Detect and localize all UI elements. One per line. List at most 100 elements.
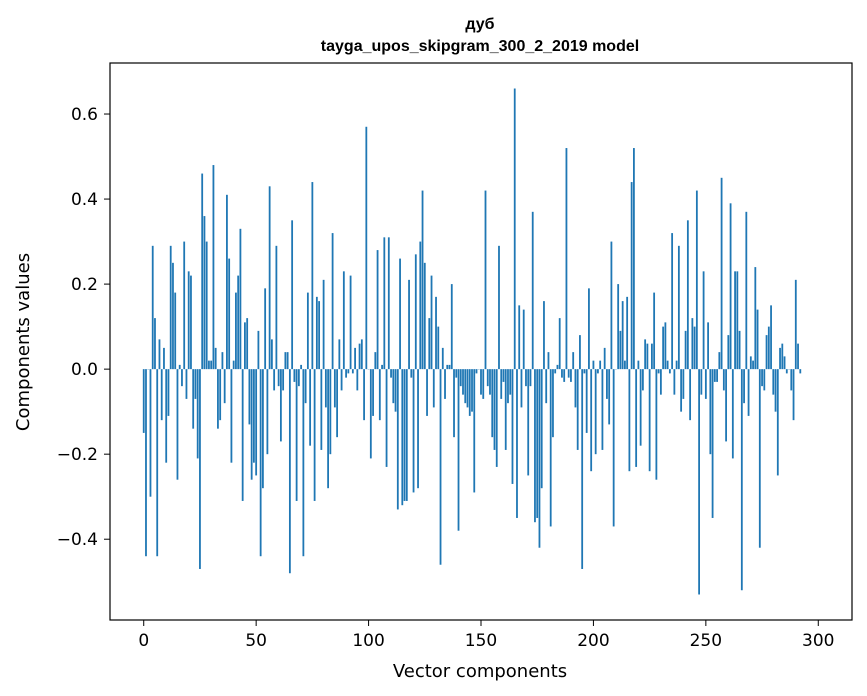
bar [163,347,165,370]
bar [356,369,359,391]
bar [563,369,566,382]
bar [716,369,718,382]
plot-frame [109,62,853,621]
bar [725,369,727,442]
bar [511,369,514,484]
bar [217,369,219,429]
bar [558,318,561,370]
bar [264,288,267,370]
bar [226,194,228,370]
x-tick-label: 300 [802,631,834,651]
bar [702,271,705,370]
bar [612,369,615,527]
bar [495,369,498,467]
bar [345,369,347,378]
bar [606,369,608,399]
bar [599,360,602,370]
bar [468,369,471,416]
bar [232,360,235,370]
bar [279,369,282,442]
y-tick-label: 0.4 [71,190,98,210]
bar [423,262,426,370]
bar [536,369,539,518]
bar [158,339,161,370]
bar [534,369,536,523]
bar [491,369,494,438]
bar [668,369,671,374]
x-tick-label: 200 [577,631,609,651]
bar [336,369,338,438]
bar [585,369,588,433]
bar [221,352,224,370]
bar [549,369,552,527]
bar [309,369,312,446]
bar [700,369,703,395]
bar [579,335,581,370]
bar [740,369,743,591]
bar [286,352,289,370]
x-axis-label: Vector components [393,661,567,682]
bar [783,356,786,370]
bar [333,369,336,408]
bar [338,339,341,370]
bar [799,369,802,374]
bar [641,369,644,391]
bar [486,369,489,387]
bar [257,330,260,370]
bar [743,369,745,404]
bar [457,369,460,531]
bar [414,254,417,370]
bar [774,369,777,412]
bar [738,330,741,370]
bar [754,267,757,370]
bar [633,148,635,370]
bar [347,369,350,374]
bar [201,173,204,370]
bar [212,165,215,370]
bar [187,271,190,370]
bar [446,364,449,370]
bar [219,369,222,421]
bar [405,369,408,501]
bar [513,88,516,370]
bar [284,352,287,370]
bar [540,369,543,489]
bar [554,369,557,374]
bar [767,326,770,370]
bar [358,343,361,370]
bar [151,245,154,370]
bar [617,284,620,370]
y-tick-label: 0.6 [71,105,98,125]
bar [360,339,363,370]
bar [275,245,278,370]
bar [722,369,725,391]
bar [421,190,424,370]
bar [174,292,177,370]
bar [181,369,183,387]
bar [761,369,763,387]
bar [624,360,626,370]
bar [650,343,653,370]
bar [729,203,732,370]
bar [626,296,629,370]
bar [190,275,192,370]
bar [246,318,249,370]
bar [770,305,772,370]
x-tick-label: 100 [352,631,384,651]
bar [315,296,318,370]
bar [437,326,440,370]
bar [199,369,201,569]
bar [295,369,298,501]
bar [707,322,709,370]
bar [646,343,649,370]
bar [318,301,321,370]
bar [183,241,186,370]
bar [556,364,559,370]
bar [657,369,660,374]
bar [244,322,246,370]
bar [223,369,226,404]
bar [464,369,467,404]
bar [567,369,570,378]
bar [277,369,280,387]
